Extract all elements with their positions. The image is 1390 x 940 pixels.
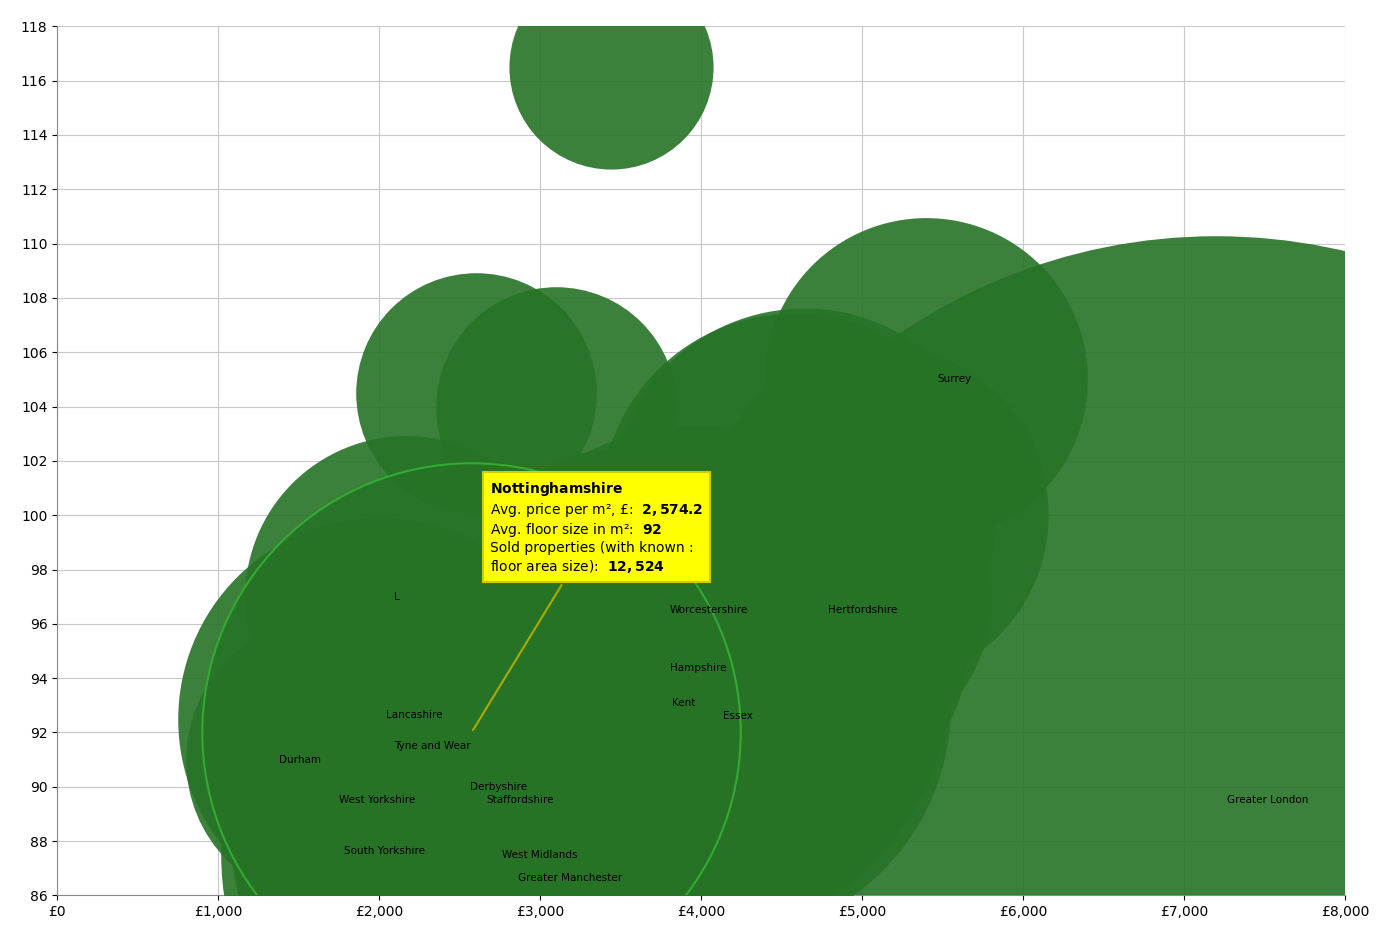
Point [916, 372, 938, 387]
Text: West Midlands: West Midlands [502, 850, 577, 860]
Point [464, 385, 486, 400]
Point [368, 712, 391, 727]
Point [705, 697, 727, 713]
Text: Worcestershire: Worcestershire [670, 605, 748, 616]
Point [452, 779, 474, 794]
Point [806, 603, 828, 618]
Point [652, 603, 674, 618]
Point [460, 725, 482, 740]
Text: $\bf{Nottinghamshire}$
Avg. price per m², £:  $\bf{2,574.2}$
Avg. floor size in : $\bf{Nottinghamshire}$ Avg. price per m²… [473, 480, 703, 730]
Point [687, 670, 709, 685]
Text: Essex: Essex [723, 712, 752, 721]
Point [674, 766, 696, 781]
Point [600, 59, 623, 74]
Point [819, 589, 841, 604]
Point [591, 575, 613, 590]
Text: South Yorkshire: South Yorkshire [345, 846, 425, 855]
Text: Kent: Kent [673, 697, 696, 708]
Text: Staffordshire: Staffordshire [486, 795, 553, 806]
Point [395, 589, 417, 604]
Point [562, 712, 584, 727]
Point [421, 834, 443, 849]
Text: Hertfordshire: Hertfordshire [828, 605, 898, 616]
Point [692, 684, 714, 699]
Point [317, 752, 339, 767]
Point [784, 499, 806, 514]
Point [765, 630, 787, 645]
Text: Tyne and Wear: Tyne and Wear [395, 741, 471, 751]
Point [792, 494, 815, 509]
Point [468, 792, 491, 807]
Point [484, 847, 506, 862]
Point [460, 725, 482, 740]
Point [596, 562, 619, 577]
Text: West Yorkshire: West Yorkshire [339, 795, 416, 806]
Text: Surrey: Surrey [938, 374, 972, 384]
Text: Durham: Durham [278, 755, 321, 764]
Point [867, 508, 890, 523]
Text: Greater Manchester: Greater Manchester [518, 873, 623, 883]
Point [411, 792, 434, 807]
Text: Derbyshire: Derbyshire [470, 782, 527, 791]
Text: Lancashire: Lancashire [386, 710, 442, 720]
Point [1205, 792, 1227, 807]
Point [500, 861, 523, 876]
Text: L: L [393, 591, 399, 602]
Point [545, 400, 567, 415]
Point [377, 739, 399, 754]
Text: Hampshire: Hampshire [670, 664, 726, 673]
Text: Greater London: Greater London [1227, 795, 1309, 806]
